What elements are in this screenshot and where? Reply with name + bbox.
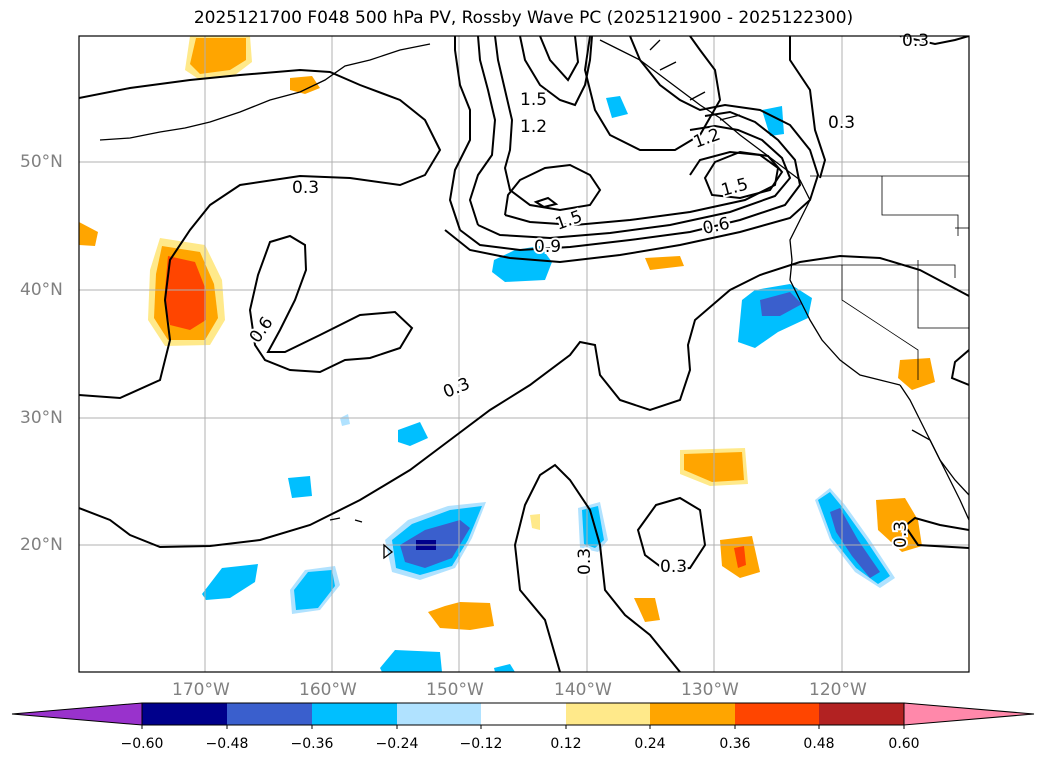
contour-label: 1.5 [553,207,585,235]
anomaly-shading [79,36,935,672]
neg-anomaly-170w-low [202,564,258,600]
borders [790,175,969,380]
colorbar-tick-label: −0.48 [205,736,249,752]
contour-label: 0.3 [440,374,473,403]
colorbar-tick-label: −0.60 [120,736,164,752]
pv-contours [79,36,969,672]
pos-anomaly-136w [634,598,660,622]
colorbar-segment [312,703,397,725]
lat-label: 20°N [20,535,63,555]
neg-anomaly-147w [492,246,552,282]
lat-label: 30°N [20,408,63,428]
pos-anomaly-115w [876,498,922,552]
coastlines [99,39,969,560]
pos-anomaly-west-edge [79,222,98,246]
lat-label: 40°N [20,280,63,300]
colorbar-segment [397,703,481,725]
map-title: 2025121700 F048 500 hPa PV, Rossby Wave … [193,8,854,28]
colorbar-tick-label: −0.24 [375,736,419,752]
gridlines [79,36,969,672]
colorbar-segment [819,703,904,725]
neg-anomaly-155w [398,422,428,446]
lon-label: 140°W [554,680,612,700]
colorbar-segment [481,703,566,725]
contour-label: 0.3 [575,548,595,575]
lat-label: 50°N [20,152,63,172]
lon-label: 170°W [172,680,230,700]
colorbar-segment [566,703,650,725]
contour-label: 0.3 [292,178,319,198]
colorbar-segment [650,703,735,725]
pos-anomaly-baja [898,358,935,390]
colorbar-segment [735,703,819,725]
contour-label: 0.3 [828,113,855,133]
colorbar [11,702,1035,729]
lon-label: 120°W [809,680,867,700]
colorbar-extend-left [11,702,143,726]
contour-label: 1.5 [520,90,547,110]
colorbar-tick-label: −0.36 [290,736,334,752]
contour-label: 0.3 [660,557,687,577]
contour-label: 0.3 [891,521,911,548]
colorbar-tick-label: 0.12 [550,736,582,752]
colorbar-extend-right [903,702,1035,726]
colorbar-tick-label: 0.48 [803,736,835,752]
map-frame [78,35,970,673]
lon-label: 150°W [426,680,484,700]
colorbar-segment [142,703,227,725]
contour-label: 1.2 [520,117,547,137]
colorbar-tick-label: 0.24 [634,736,666,752]
contour-label: 0.3 [902,31,929,51]
colorbar-tick-label: 0.60 [888,736,920,752]
colorbar-segment [227,703,312,725]
pos-anomaly-150w-low [428,602,494,630]
colorbar-tick-label: −0.12 [459,736,503,752]
pos-anomaly-mid [645,256,684,270]
lon-label: 130°W [681,680,739,700]
colorbar-tick-label: 0.36 [719,736,751,752]
pos-anomaly-aleutian [290,76,320,94]
contour-label: 0.9 [534,237,561,257]
lon-label: 160°W [299,680,357,700]
